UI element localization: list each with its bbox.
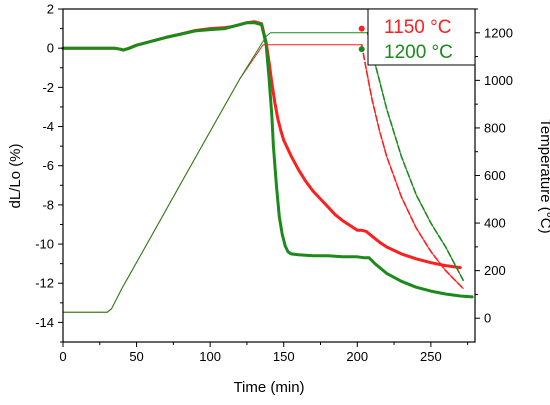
series-layer xyxy=(61,20,474,313)
series-line-7 xyxy=(371,51,464,281)
y2-tick-label-400: 400 xyxy=(484,216,506,231)
legend-label-1200: 1200 °C xyxy=(384,42,453,63)
y2-tick-label-0: 0 xyxy=(484,311,491,326)
series-line-2 xyxy=(62,44,363,313)
y2-tick-label-1200: 1200 xyxy=(484,25,513,40)
x-axis-title: Time (min) xyxy=(233,379,304,396)
series-line-3 xyxy=(62,32,369,313)
y-tick-label--6: -6 xyxy=(42,158,54,173)
y-axis-title: dL/Lo (%) xyxy=(7,143,24,208)
series-marker-0 xyxy=(358,25,365,32)
series-line-5 xyxy=(365,68,464,289)
y-tick-label--2: -2 xyxy=(42,80,54,95)
ticks-layer: 0 50 100 150 200 250 2 0 -2 -4 -6 -8 -10 -12 -14 0 200 40… xyxy=(35,2,513,365)
y-tick-label--4: -4 xyxy=(42,119,54,134)
x-tick-label-200: 200 xyxy=(346,349,368,364)
y-tick-label--8: -8 xyxy=(42,197,54,212)
y-tick-label--14: -14 xyxy=(35,315,54,330)
series-line-1 xyxy=(61,21,474,299)
y2-tick-label-1000: 1000 xyxy=(484,73,513,88)
y2-tick-label-800: 800 xyxy=(484,120,506,135)
legend: 1150 °C 1200 °C xyxy=(367,8,476,66)
y-tick-label-0: 0 xyxy=(47,41,54,56)
x-tick-label-50: 50 xyxy=(129,349,143,364)
x-tick-label-250: 250 xyxy=(420,349,442,364)
y-tick-label--10: -10 xyxy=(35,237,54,252)
x-tick-label-100: 100 xyxy=(199,349,221,364)
x-tick-label-0: 0 xyxy=(59,349,66,364)
y2-tick-label-200: 200 xyxy=(484,263,506,278)
legend-label-1150: 1150 °C xyxy=(384,17,451,38)
y-tick-label--12: -12 xyxy=(35,276,54,291)
x-tick-label-150: 150 xyxy=(273,349,295,364)
legend-box xyxy=(367,8,476,66)
y2-tick-label-600: 600 xyxy=(484,168,506,183)
y-tick-label-2: 2 xyxy=(47,2,54,17)
series-marker-1 xyxy=(358,46,365,53)
y2-axis-title: Temperature (°C) xyxy=(537,118,550,233)
